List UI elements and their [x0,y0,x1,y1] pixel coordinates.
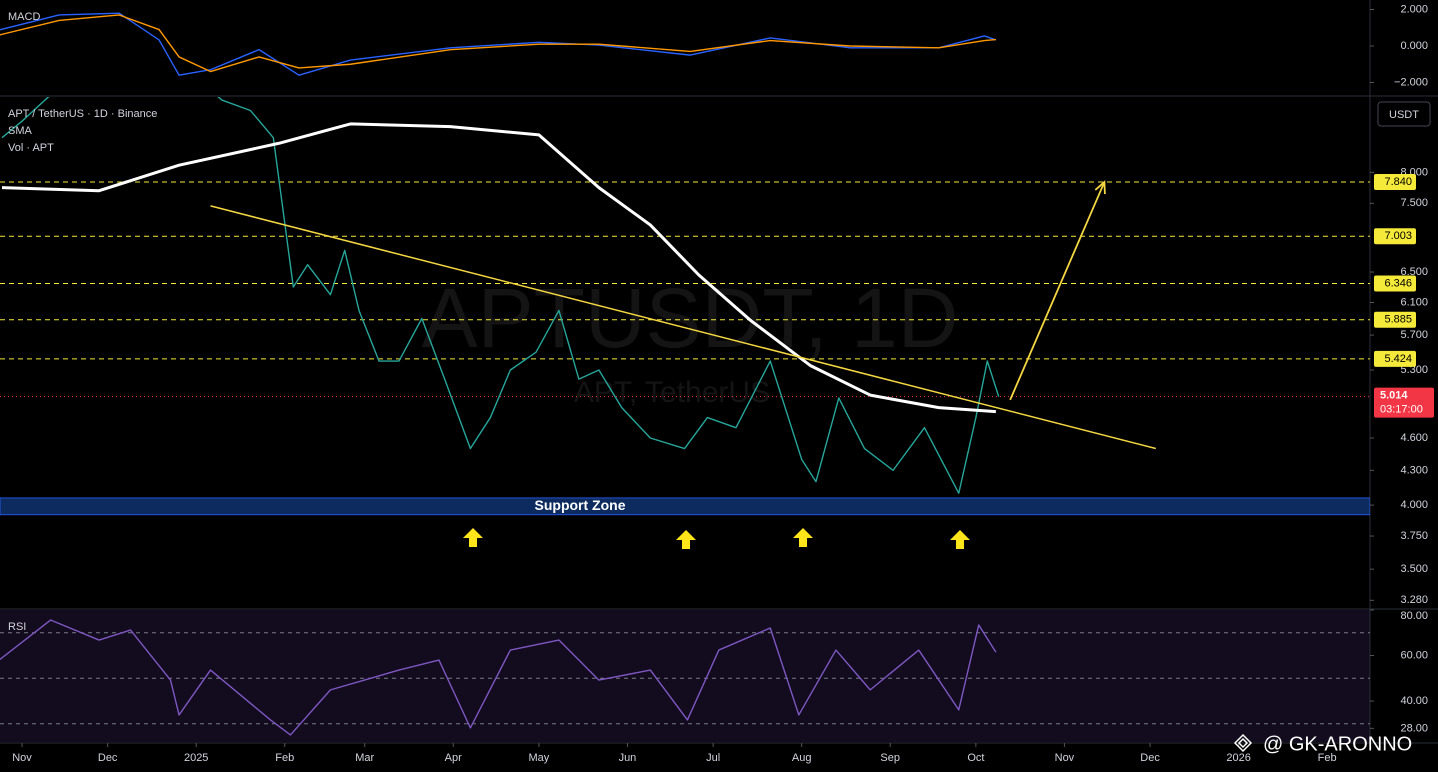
projection-arrowhead [1094,180,1106,195]
author-watermark: @ GK-ARONNO [1233,733,1412,755]
x-tick-label: Sep [880,752,900,764]
x-tick-label: Oct [967,752,984,764]
panel [0,619,1370,736]
volume-label: Vol · APT [8,142,54,154]
watermark-sub: APT, TetherUS [574,376,770,409]
support-arrows [463,528,970,549]
rsi-label: RSI [8,621,26,633]
series-line [0,619,997,736]
countdown: 03:17:00 [1380,404,1423,416]
x-tick-label: 2025 [184,752,208,764]
price-level-label: 6.346 [1384,277,1412,289]
author: @ GK-ARONNO [1263,733,1412,755]
y-tick-label: 3.500 [1400,563,1428,575]
series-line [0,14,996,73]
y-tick-label: 4.600 [1400,432,1428,444]
y-tick-label: 40.00 [1400,695,1428,707]
x-tick-label: Aug [792,752,812,764]
y-tick-label: 80.00 [1400,610,1428,622]
x-tick-label: Dec [1140,752,1160,764]
y-tick-label: 4.300 [1400,464,1428,476]
y-tick-label: 3.280 [1400,594,1428,606]
y-tick-label: 28.00 [1400,722,1428,734]
up-arrow [950,530,970,549]
price-level-label: 5.885 [1384,314,1412,326]
price-level-tag [1374,275,1416,292]
up-arrow [676,530,696,549]
up-arrow [463,528,483,547]
x-tick-label: Dec [98,752,118,764]
y-tick-label: 2.000 [1400,3,1428,15]
x-tick-label: Apr [445,752,462,764]
y-tick-label: 3.750 [1400,530,1428,542]
current-price: 5.014 [1380,390,1408,402]
y-tick-label: 6.100 [1400,296,1428,308]
price-level-tag [1374,311,1416,328]
series-line [0,12,997,76]
x-tick-label: Nov [12,752,32,764]
x-tick-label: Feb [1318,752,1337,764]
y-tick-label: 0.000 [1400,40,1428,52]
series-line [1,122,996,414]
series-line [1,97,1000,494]
up-arrow [793,528,813,547]
sma-label: SMA [8,125,33,137]
watermark: APTUSDT, 1D [422,271,959,365]
x-tick-label: Mar [355,752,374,764]
currency-button[interactable] [1377,101,1431,127]
y-tick-label: 6.500 [1400,266,1428,278]
y-tick-label: 5.300 [1400,364,1428,376]
x-tick-label: Feb [275,752,294,764]
currency[interactable]: USDT [1389,109,1419,121]
symbol-label: APT / TetherUS · 1D · Binance [8,108,157,120]
current-price-tag [1374,387,1434,418]
y-tick-label: −2.000 [1394,76,1428,88]
rsi-background [0,610,1370,742]
y-tick-label: 5.700 [1400,329,1428,341]
price-level-label: 7.003 [1384,230,1412,242]
price-level-label: 7.840 [1384,176,1412,188]
x-tick-label: May [529,752,550,764]
support-zone [0,497,1370,516]
price-level-tag [1374,228,1416,245]
logo [1233,733,1253,753]
x-tick-label: 2026 [1226,752,1250,764]
price-level-tag [1374,350,1416,367]
panel [0,97,1370,516]
x-tick-label: Jul [706,752,720,764]
price-level-label: 5.424 [1384,353,1412,365]
y-tick-label: 4.000 [1400,499,1428,511]
support-zone-label: Support Zone [535,497,626,513]
x-tick-label: Jun [619,752,637,764]
price-level-tag [1374,174,1416,191]
projection [1009,181,1106,401]
y-tick-label: 7.500 [1400,197,1428,209]
trendline [210,205,1156,450]
x-tick-label: Nov [1055,752,1075,764]
y-tick-label: 60.00 [1400,649,1428,661]
panel [0,12,997,76]
macd-label: MACD [8,11,40,23]
